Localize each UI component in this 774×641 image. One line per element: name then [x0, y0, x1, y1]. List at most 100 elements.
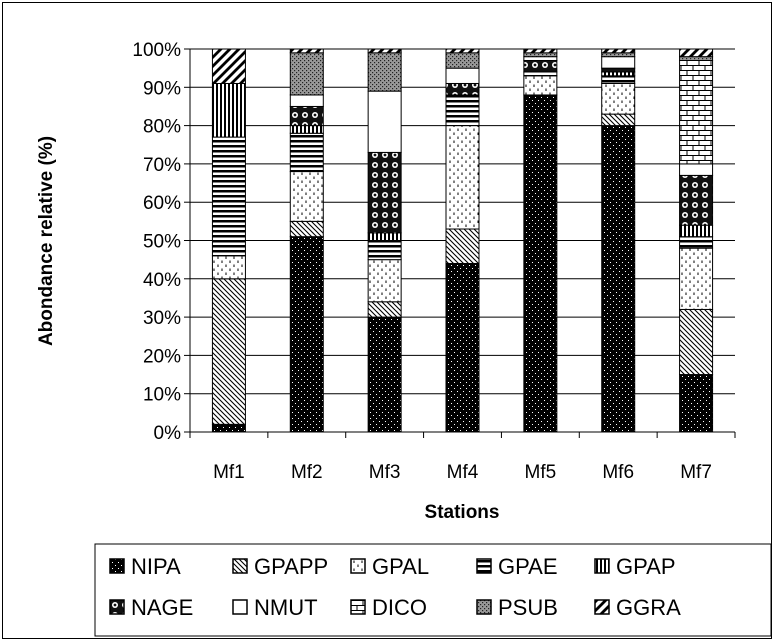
legend-label-ggra: GGRA	[616, 595, 681, 620]
bar-segment-psub-mf3	[367, 52, 402, 92]
y-tick-label: 80%	[143, 117, 181, 138]
y-axis-label: Abondance relative (%)	[36, 136, 57, 346]
bar-segment-psub-mf4	[445, 52, 480, 69]
bar-segment-ggra-mf5	[523, 48, 558, 54]
x-tick-label: Mf5	[525, 462, 557, 483]
bar-segment-nmut-mf4	[445, 67, 480, 84]
bar-segment-psub-mf6	[601, 52, 636, 58]
bar-segment-gpal-mf4	[445, 125, 480, 230]
bar-segment-gpapp-mf4	[445, 228, 480, 264]
legend-label-dico: DICO	[372, 595, 427, 620]
bar-segment-gpapp-mf6	[601, 113, 636, 127]
legend-swatch-gpap	[594, 558, 610, 574]
y-tick-label: 70%	[143, 155, 181, 176]
legend-swatch-gpapp	[232, 558, 248, 574]
legend-label-nmut: NMUT	[254, 595, 318, 620]
legend-label-psub: PSUB	[498, 595, 558, 620]
y-tick-label: 40%	[143, 270, 181, 291]
bar-segment-gpap-mf6	[601, 71, 636, 77]
bar-segment-nage-mf5	[523, 59, 558, 73]
legend-label-gpapp: GPAPP	[254, 554, 328, 579]
bar-segment-nage-mf3	[367, 151, 402, 234]
bar-segment-nipa-mf2	[289, 236, 324, 433]
bar-segment-gpal-mf1	[211, 255, 246, 280]
y-tick-label: 60%	[143, 193, 181, 214]
bar-segment-ggra-mf2	[289, 48, 324, 54]
bar-segment-gpapp-mf2	[289, 220, 324, 238]
bar-segment-nmut-mf3	[367, 90, 402, 153]
bar-segment-gpapp-mf7	[679, 308, 714, 376]
x-tick-label: Mf4	[447, 462, 479, 483]
bar-segment-nmut-mf5	[523, 56, 558, 61]
bar-segment-gpapp-mf3	[367, 301, 402, 318]
bar-segment-nage-mf7	[679, 174, 714, 226]
legend-box	[94, 543, 772, 637]
x-tick-label: Mf2	[291, 462, 323, 483]
bar-segment-gpae-mf6	[601, 75, 636, 84]
legend-swatch-gpal	[350, 558, 366, 574]
bar-segment-nipa-mf1	[211, 423, 246, 433]
bar-segment-gpae-mf3	[367, 240, 402, 261]
y-tick-label: 100%	[132, 40, 181, 61]
legend-swatch-nmut	[232, 599, 248, 615]
bar-segment-nage-mf4	[445, 82, 480, 96]
bar-segment-nipa-mf4	[445, 262, 480, 433]
bar-segment-ggra-mf1	[211, 48, 246, 84]
bar-segment-dico-mf7	[679, 59, 714, 165]
bar-segment-gpal-mf7	[679, 247, 714, 310]
bar-segment-nipa-mf6	[601, 125, 636, 433]
bar-segment-gpal-mf3	[367, 259, 402, 303]
legend-label-gpae: GPAE	[498, 554, 558, 579]
bar-segment-ggra-mf4	[445, 48, 480, 54]
bar-segment-gpae-mf2	[289, 132, 324, 173]
bar-segment-gpae-mf5	[523, 71, 558, 77]
bar-segment-ggra-mf6	[601, 48, 636, 54]
bar-segment-gpap-mf3	[367, 232, 402, 241]
bar-segment-psub-mf7	[679, 56, 714, 61]
x-axis-label: Stations	[425, 502, 500, 523]
bar-segment-gpal-mf5	[523, 75, 558, 96]
y-tick-label: 50%	[143, 232, 181, 253]
x-tick-label: Mf1	[213, 462, 245, 483]
x-tick-label: Mf6	[602, 462, 634, 483]
bar-segment-gpap-mf1	[211, 82, 246, 138]
bar-segment-gpal-mf6	[601, 82, 636, 115]
bar-segment-psub-mf2	[289, 52, 324, 96]
bar-segment-gpae-mf7	[679, 236, 714, 249]
legend-swatch-ggra	[594, 599, 610, 615]
legend-label-nipa: NIPA	[131, 554, 181, 579]
legend-swatch-gpae	[476, 558, 492, 574]
bar-segment-gpae-mf1	[211, 136, 246, 257]
y-tick-label: 30%	[143, 308, 181, 329]
bar-segment-psub-mf5	[523, 52, 558, 58]
x-tick-label: Mf7	[680, 462, 712, 483]
bar-segment-ggra-mf7	[679, 48, 714, 58]
y-tick-label: 90%	[143, 78, 181, 99]
x-tick-label: Mf3	[369, 462, 401, 483]
legend: NIPA GPAPP GPAL GPAE GPAP NAGE NMUT DICO PSUB GGR…	[94, 543, 772, 637]
bar-segment-gpal-mf2	[289, 171, 324, 222]
bar-segment-gpap-mf2	[289, 125, 324, 134]
legend-label-gpal: GPAL	[372, 554, 429, 579]
bar-segment-nage-mf2	[289, 105, 324, 127]
bar-segment-nipa-mf3	[367, 316, 402, 433]
legend-swatch-nage	[109, 599, 125, 615]
bar-segment-gpapp-mf1	[211, 278, 246, 425]
y-tick-label: 10%	[143, 385, 181, 406]
legend-swatch-dico	[350, 599, 366, 615]
legend-swatch-nipa	[109, 558, 125, 574]
legend-label-nage: NAGE	[131, 595, 193, 620]
bar-segment-gpap-mf7	[679, 224, 714, 238]
legend-label-gpap: GPAP	[616, 554, 676, 579]
bar-segment-nipa-mf7	[679, 374, 714, 433]
bar-segment-nmut-mf2	[289, 94, 324, 107]
bar-segment-nmut-mf7	[679, 163, 714, 176]
y-tick-label: 20%	[143, 346, 181, 367]
legend-swatch-psub	[476, 599, 492, 615]
bar-segment-nage-mf6	[601, 67, 636, 73]
y-tick-label: 0%	[154, 423, 182, 444]
bar-segment-nipa-mf5	[523, 94, 558, 433]
bar-segment-nmut-mf6	[601, 56, 636, 69]
